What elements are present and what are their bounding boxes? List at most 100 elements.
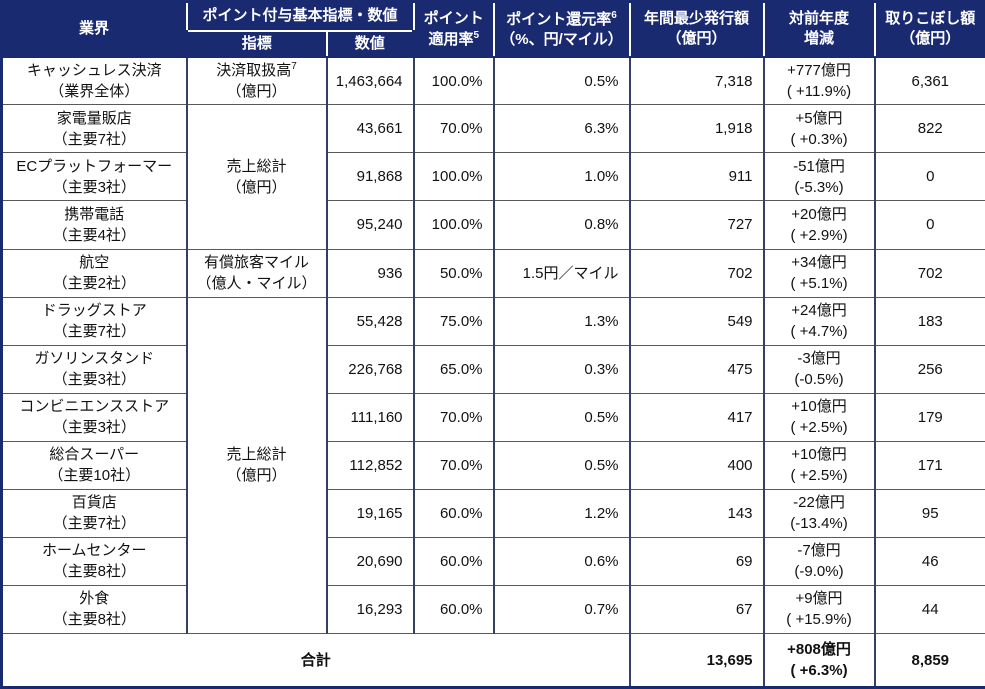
redeem-rate: 0.5% — [584, 408, 619, 426]
total-missed: 8,859 — [911, 651, 950, 669]
apply-rate: 65.0% — [439, 360, 483, 378]
table-row: コンビニエンスストア （主要3社） 111,160 70.0% 0.5% 417 +10億円… — [0, 392, 985, 442]
industry-name: ECプラットフォーマー — [16, 157, 173, 175]
redeem-rate-cell: 1.0% — [492, 152, 631, 202]
yoy-cell: -7億円 (-9.0%) — [762, 536, 876, 586]
missed-cell: 0 — [873, 200, 985, 250]
missed-amount: 183 — [917, 312, 943, 330]
col-header-indicator: 指標 — [185, 29, 328, 58]
missed-cell: 6,361 — [873, 56, 985, 106]
yoy-percent: ( +11.9%) — [786, 83, 852, 101]
indicator-cell: 有償旅客マイル （億人・マイル） — [185, 248, 328, 298]
table-row: キャッシュレス決済 （業界全体） 決済取扱高7 （億円） 1,463,664 100.0%… — [0, 56, 985, 106]
table-row: ホームセンター （主要8社） 20,690 60.0% 0.6% 69 -7億円 (-9.0%… — [0, 536, 985, 586]
industry-cell: 外食 （主要8社） — [0, 584, 188, 635]
indicator-unit: （億円） — [226, 467, 287, 485]
header-label: ポイント — [423, 9, 484, 27]
value: 19,165 — [356, 504, 403, 522]
annual-min: 143 — [727, 504, 753, 522]
industry-name: ホームセンター — [41, 542, 147, 560]
redeem-rate-cell: 0.5% — [492, 56, 631, 106]
annual-min-cell: 549 — [628, 296, 765, 346]
redeem-rate: 0.8% — [584, 216, 619, 234]
header-label: （%、円/マイル） — [500, 30, 623, 48]
table-row: 航空 （主要2社） 有償旅客マイル （億人・マイル） 936 50.0% 1.5円／マイル 7… — [0, 248, 985, 298]
industry-scope: （主要8社） — [52, 611, 136, 629]
indicator-unit: （億円） — [226, 83, 287, 101]
table-header: 業界 ポイント付与基本指標・数値 ポイント 適用率5 ポイント還元率6 （%、円/マ… — [0, 0, 985, 58]
yoy-amount: +10億円 — [791, 398, 847, 416]
yoy-cell: +34億円 ( +5.1%) — [762, 248, 876, 298]
annual-min-cell: 143 — [628, 488, 765, 538]
missed-cell: 46 — [873, 536, 985, 586]
industry-scope: （主要7社） — [52, 515, 136, 533]
industry-scope: （業界全体） — [49, 83, 140, 101]
col-header-annual-min: 年間最少発行額 （億円） — [628, 0, 765, 58]
industry-name: 航空 — [79, 254, 110, 272]
header-row-2: 指標 数値 — [2, 29, 985, 58]
value-cell: 1,463,664 — [325, 56, 415, 106]
industry-cell: 航空 （主要2社） — [0, 248, 188, 298]
yoy-cell: -22億円 (-13.4%) — [762, 488, 876, 538]
redeem-rate-cell: 0.8% — [492, 200, 631, 250]
yoy-percent: ( +2.5%) — [790, 419, 848, 437]
value: 226,768 — [348, 360, 403, 378]
table-row: ECプラットフォーマー （主要3社） 91,868 100.0% 1.0% 911 -51億… — [0, 152, 985, 202]
footnote-ref: 5 — [473, 29, 480, 41]
yoy-percent: ( +5.1%) — [790, 275, 848, 293]
header-label: 対前年度 — [789, 10, 850, 28]
industry-scope: （主要3社） — [52, 419, 136, 437]
table-row: ドラッグストア （主要7社） 売上総計 （億円） 55,428 75.0% 1.3% 549 +… — [0, 296, 985, 635]
value: 16,293 — [356, 600, 403, 618]
industry-name: コンビニエンスストア — [19, 398, 170, 416]
industry-scope: （主要7社） — [52, 323, 136, 341]
total-missed-cell: 8,859 — [873, 633, 985, 689]
yoy-cell: +5億円 ( +0.3%) — [762, 104, 876, 154]
missed-amount: 171 — [917, 456, 943, 474]
indicator-name: 有償旅客マイル — [203, 254, 309, 272]
annual-min: 475 — [727, 360, 753, 378]
annual-min: 1,918 — [714, 120, 753, 138]
annual-min: 67 — [735, 600, 753, 618]
indicator-cell: 売上総計 （億円） — [185, 296, 328, 635]
value: 55,428 — [356, 312, 403, 330]
value: 20,690 — [356, 552, 403, 570]
industry-name: ガソリンスタンド — [34, 350, 155, 368]
annual-min: 69 — [735, 552, 753, 570]
redeem-rate: 6.3% — [584, 120, 619, 138]
header-label: 増減 — [804, 30, 835, 48]
annual-min: 400 — [727, 456, 753, 474]
redeem-rate-cell: 0.5% — [492, 440, 631, 490]
missed-cell: 256 — [873, 344, 985, 394]
industry-scope: （主要10社） — [48, 467, 141, 485]
annual-min-cell: 1,918 — [628, 104, 765, 154]
value-cell: 112,852 — [325, 440, 415, 490]
header-label: ポイント還元率 — [506, 10, 612, 28]
apply-rate: 70.0% — [439, 408, 483, 426]
value-cell: 20,690 — [325, 536, 415, 586]
footnote-ref: 6 — [611, 9, 617, 21]
annual-min-cell: 911 — [628, 152, 765, 202]
table-footer: 合計 13,695 +808億円 ( +6.3%) 8,859 — [0, 633, 985, 689]
value-cell: 55,428 — [325, 296, 415, 346]
redeem-rate: 0.3% — [584, 360, 619, 378]
yoy-cell: +10億円 ( +2.5%) — [762, 392, 876, 442]
value-cell: 19,165 — [325, 488, 415, 538]
redeem-rate-cell: 1.5円／マイル — [492, 248, 631, 298]
header-label: 数値 — [354, 34, 385, 52]
yoy-percent: ( +15.9%) — [786, 611, 852, 629]
redeem-rate: 1.2% — [584, 504, 619, 522]
annual-min: 727 — [727, 216, 753, 234]
industry-name: 総合スーパー — [49, 446, 140, 464]
redeem-rate: 0.5% — [584, 72, 619, 90]
col-header-missed: 取りこぼし額 （億円） — [873, 0, 985, 58]
apply-rate: 60.0% — [439, 504, 483, 522]
missed-amount: 46 — [921, 552, 939, 570]
yoy-cell: +24億円 ( +4.7%) — [762, 296, 876, 346]
col-header-value: 数値 — [325, 29, 416, 58]
redeem-rate-cell: 0.5% — [492, 392, 631, 442]
header-label: ポイント付与基本指標・数値 — [202, 7, 398, 25]
apply-rate-cell: 100.0% — [412, 200, 495, 250]
indicator-name: 売上総計 — [226, 446, 287, 464]
